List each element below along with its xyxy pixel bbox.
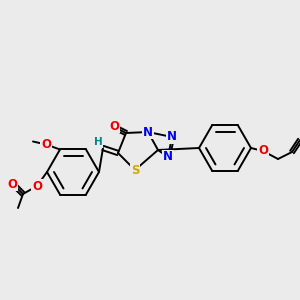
Text: N: N (167, 130, 177, 143)
Text: N: N (163, 151, 173, 164)
Text: O: O (7, 178, 17, 190)
Text: O: O (41, 138, 51, 151)
Text: S: S (131, 164, 139, 176)
Text: O: O (109, 119, 119, 133)
Text: O: O (258, 145, 268, 158)
Text: H: H (94, 137, 102, 147)
Text: N: N (143, 125, 153, 139)
Text: O: O (32, 179, 42, 193)
